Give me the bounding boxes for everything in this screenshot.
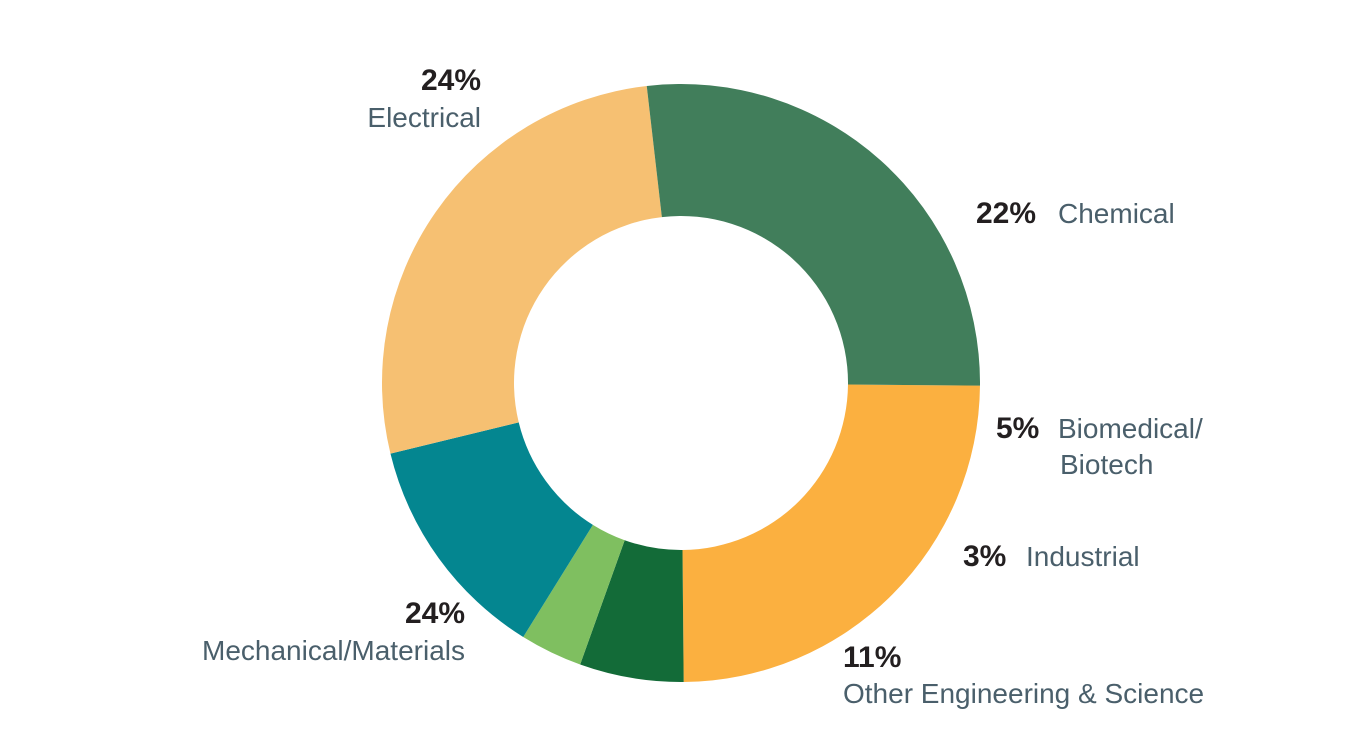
label-electrical-name: Electrical xyxy=(367,102,481,133)
donut-slices xyxy=(382,84,980,682)
slice-other-engineering-science xyxy=(390,422,593,637)
label-industrial-percent: 3% xyxy=(963,540,1006,573)
label-mechanical-name: Mechanical/Materials xyxy=(202,635,465,666)
label-biomedical-percent: 5% xyxy=(996,412,1039,445)
label-electrical-percent: 24% xyxy=(421,64,481,97)
slice-chemical xyxy=(682,384,980,682)
label-other-percent: 11% xyxy=(843,641,901,674)
slice-electrical xyxy=(646,84,980,386)
label-industrial-name: Industrial xyxy=(1026,541,1140,572)
label-chemical-name: Chemical xyxy=(1058,198,1175,229)
label-chemical-percent: 22% xyxy=(976,197,1036,230)
slice-biomedical-biotech xyxy=(580,540,684,682)
slice-industrial xyxy=(523,524,625,665)
label-mechanical-percent: 24% xyxy=(405,597,465,630)
label-biomedical-name-line2: Biotech xyxy=(1060,449,1153,480)
slice-mechanical-materials xyxy=(382,85,662,454)
label-other-name: Other Engineering & Science xyxy=(843,678,1204,709)
label-biomedical-name-line1: Biomedical/ xyxy=(1058,413,1203,444)
